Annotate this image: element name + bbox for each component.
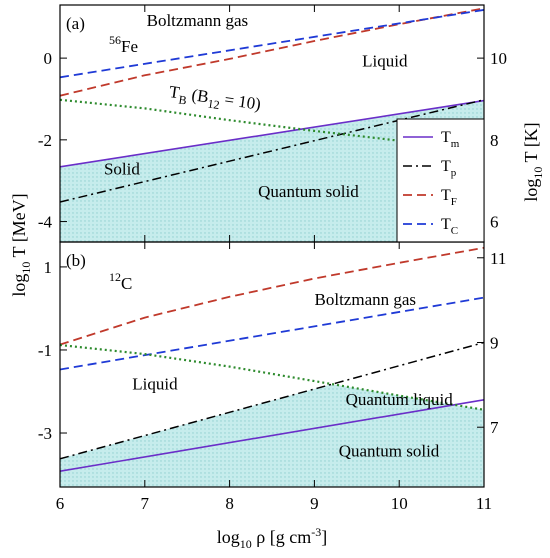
panel-b-y-tick-label: 1 <box>44 258 53 277</box>
x-tick-label: 6 <box>56 494 65 513</box>
x-tick-label: 9 <box>310 494 319 513</box>
panel-a-y-right-tick-label: 8 <box>490 131 499 150</box>
panel-a-region-label: Liquid <box>362 51 408 70</box>
panel-a-y-tick-label: -4 <box>38 213 53 232</box>
panel-a-region-label: Boltzmann gas <box>147 11 249 30</box>
panel-b-y-right-tick-label: 9 <box>490 333 499 352</box>
panel-b-element-label: 12C <box>109 270 132 293</box>
x-tick-label: 10 <box>391 494 408 513</box>
panel-b-y-right-tick-label: 7 <box>490 418 499 437</box>
panel-b-series-TC <box>60 298 484 370</box>
panel-a-element-label: 56Fe <box>109 33 138 56</box>
panel-b-label: (b) <box>66 251 86 270</box>
panel-a-region-label: Solid <box>104 160 140 179</box>
panel-a-y-tick-label: 0 <box>44 49 53 68</box>
panel-b-region-label: Quantum liquid <box>346 390 454 409</box>
y-axis-right-label: log10 T [K] <box>521 122 545 201</box>
panel-b-region-label: Quantum solid <box>339 441 440 460</box>
panel-b-y-tick-label: -1 <box>38 341 52 360</box>
panel-a-region-label: Quantum solid <box>258 182 359 201</box>
panel-b-region-label: Liquid <box>132 374 178 393</box>
x-tick-label: 7 <box>141 494 150 513</box>
x-tick-label: 11 <box>476 494 492 513</box>
panel-a-y-right-tick-label: 6 <box>490 213 499 232</box>
x-axis-label: log10 ρ [g cm-3] <box>217 525 327 551</box>
panel-b-series-TF <box>60 248 484 345</box>
panel-a-label: (a) <box>66 14 85 33</box>
panel-a-y-right-tick-label: 10 <box>490 49 507 68</box>
panel-b-y-right-tick-label: 11 <box>490 249 506 268</box>
panel-a-tb-curve-label: TB (B12 = 10) <box>167 82 262 118</box>
y-axis-left-label: log10 T [MeV] <box>9 193 33 296</box>
panel-a-y-tick-label: -2 <box>38 131 52 150</box>
panel-b-region-label: Boltzmann gas <box>315 290 417 309</box>
panel-b-y-tick-label: -3 <box>38 424 52 443</box>
panel-a-chart: 0 -2 -4 10 8 6 (a) 56Fe Boltzmann gas Liquid TB (… <box>38 5 507 242</box>
x-tick-label: 8 <box>225 494 234 513</box>
